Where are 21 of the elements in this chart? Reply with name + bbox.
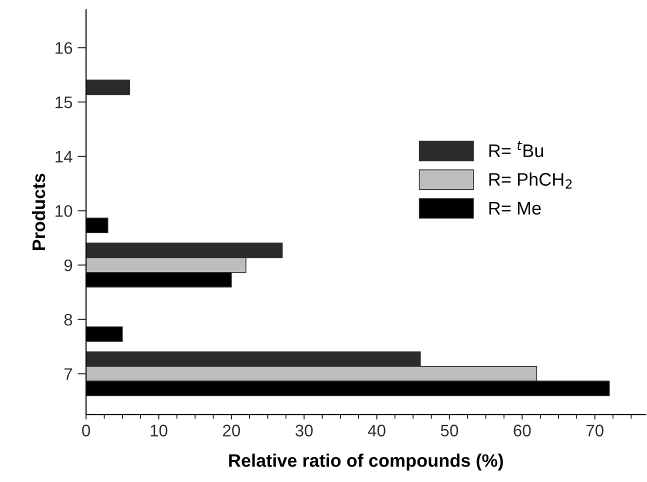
legend-label: R= Me [489,202,541,215]
x-axis-title: Relative ratio of compounds (%) [229,454,503,470]
y-tick-label: 9 [64,259,72,272]
x-tick-label: 0 [82,424,90,436]
y-tick-label: 7 [64,368,72,380]
y-tick-label: 10 [56,205,72,217]
bar [86,80,130,96]
legend-label: R= $^{t}$Bu [489,141,544,158]
y-axis-title: Products [32,174,46,250]
x-tick-label: 60 [514,424,531,436]
x-tick-label: 40 [368,424,386,436]
x-tick-label: 30 [295,424,313,436]
x-tick-label: 70 [586,424,604,436]
y-tick-label: 16 [56,42,72,54]
x-tick-label: 50 [440,424,458,436]
y-tick-label: 8 [64,314,72,326]
x-tick-label: 10 [150,424,168,436]
legend-label: R= PhCH$_{2}$ [489,172,572,189]
x-tick-label: 20 [222,424,240,436]
y-tick-label: 14 [56,150,72,162]
y-tick-label: 15 [56,96,72,108]
